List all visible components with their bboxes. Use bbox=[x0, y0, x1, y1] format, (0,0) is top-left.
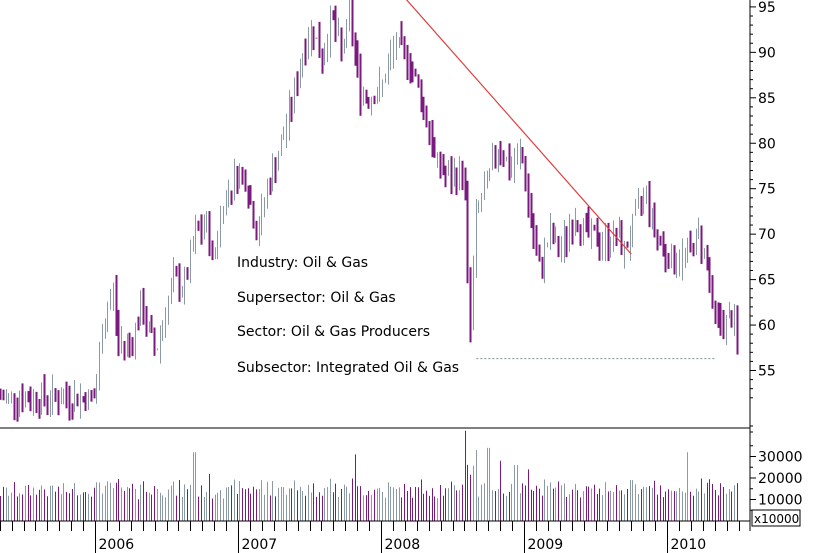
supersector-label: Supersector: Oil & Gas bbox=[237, 290, 396, 306]
year-label: 2008 bbox=[385, 537, 421, 553]
price-tick-label: 90 bbox=[758, 45, 776, 61]
trend-line bbox=[405, 0, 632, 255]
volume-tick-label: 20000 bbox=[758, 471, 803, 487]
year-label: 2009 bbox=[528, 537, 564, 553]
price-candles bbox=[0, 0, 739, 422]
volume-tick-label: 30000 bbox=[758, 450, 803, 466]
volume-bars bbox=[0, 430, 738, 521]
price-tick-label: 70 bbox=[758, 227, 776, 243]
volume-multiplier-box bbox=[751, 509, 801, 527]
year-label: 2010 bbox=[671, 537, 707, 553]
sector-label: Sector: Oil & Gas Producers bbox=[237, 324, 430, 340]
industry-label: Industry: Oil & Gas bbox=[237, 255, 368, 271]
year-label: 2006 bbox=[99, 537, 135, 553]
volume-multiplier-label: x10000 bbox=[754, 512, 799, 526]
price-tick-label: 95 bbox=[758, 0, 776, 16]
year-label: 2007 bbox=[242, 537, 278, 553]
price-tick-label: 75 bbox=[758, 182, 776, 198]
price-tick-label: 65 bbox=[758, 273, 776, 289]
time-axis-ticks: 2006 2007 2008 2009 2010 bbox=[0, 521, 740, 553]
sector-info: Industry: Oil & Gas Supersector: Oil & G… bbox=[237, 255, 459, 376]
price-tick-label: 55 bbox=[758, 364, 776, 380]
price-tick-label: 60 bbox=[758, 318, 776, 334]
price-tick-label: 80 bbox=[758, 136, 776, 152]
volume-axis-ticks: 10000 20000 30000 bbox=[750, 425, 803, 511]
subsector-label: Subsector: Integrated Oil & Gas bbox=[237, 360, 459, 376]
price-tick-label: 85 bbox=[758, 91, 776, 107]
volume-tick-label: 10000 bbox=[758, 493, 803, 509]
